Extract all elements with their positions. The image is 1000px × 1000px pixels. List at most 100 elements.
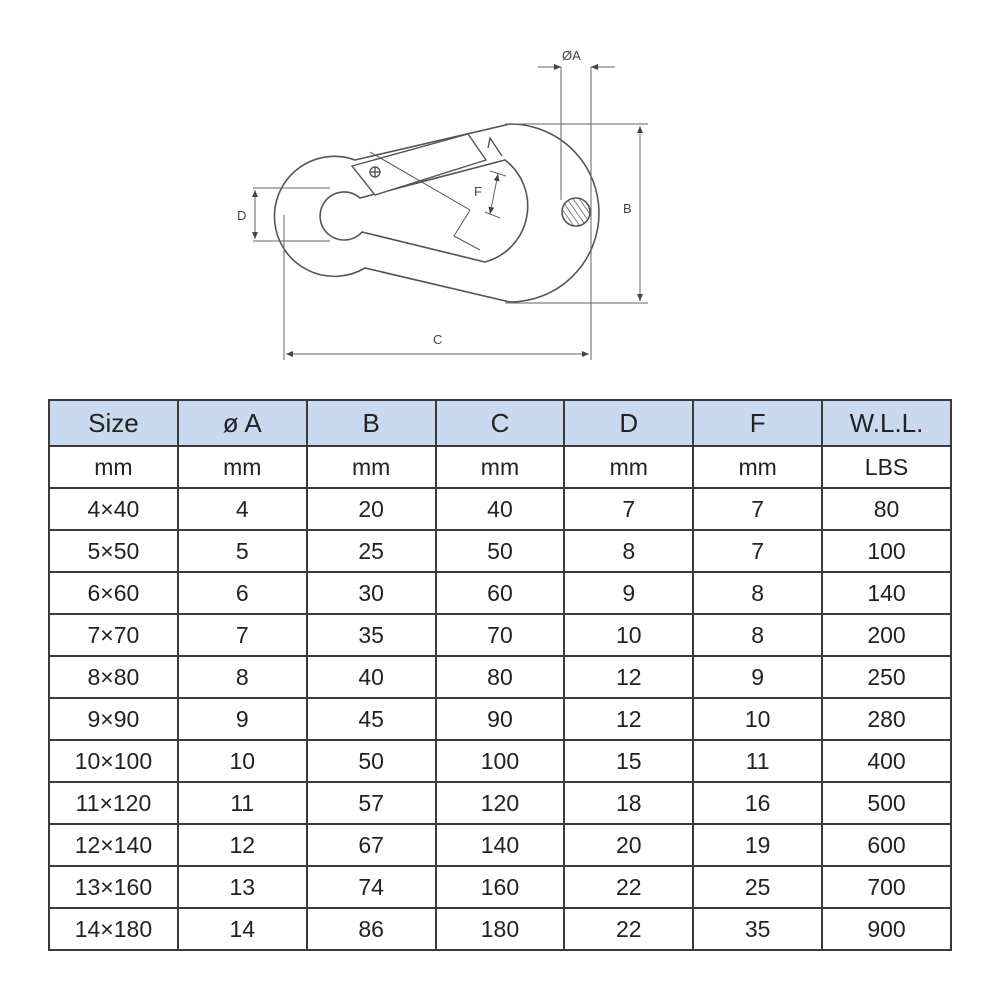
table-row: 7×70 7 35 70 10 8 200 (48, 613, 952, 657)
table-cell: 12 (563, 697, 695, 741)
table-cell: 30 (305, 571, 437, 615)
table-cell: 11×120 (48, 781, 179, 825)
label-b: B (623, 201, 632, 216)
table-cell: 7 (176, 613, 308, 657)
table-cell: 9 (563, 571, 695, 615)
label-f: F (474, 184, 482, 199)
unit-cell: mm (176, 445, 308, 489)
table-cell: 9 (692, 655, 824, 699)
table-cell: 160 (434, 865, 566, 909)
table-cell: 67 (305, 823, 437, 867)
table-cell: 11 (692, 739, 824, 783)
table-cell: 8 (692, 613, 824, 657)
header-row: Size ø A B C D F W.L.L. (48, 399, 952, 447)
dimension-lines (252, 64, 648, 360)
table-cell: 280 (821, 697, 952, 741)
table-cell: 120 (434, 781, 566, 825)
table-cell: 80 (434, 655, 566, 699)
table-row: 4×40 4 20 40 7 7 80 (48, 487, 952, 531)
table-cell: 25 (692, 865, 824, 909)
table-cell: 15 (563, 739, 695, 783)
table-cell: 100 (821, 529, 952, 573)
specification-table: Size ø A B C D F W.L.L. mm mm mm mm mm mm LBS 4×40 4 2… (48, 399, 952, 951)
column-header: W.L.L. (821, 399, 952, 447)
table-cell: 50 (434, 529, 566, 573)
table-cell: 250 (821, 655, 952, 699)
table-cell: 10×100 (48, 739, 179, 783)
table-cell: 16 (692, 781, 824, 825)
unit-cell: LBS (821, 445, 952, 489)
table-cell: 18 (563, 781, 695, 825)
table-cell: 900 (821, 907, 952, 951)
table-cell: 57 (305, 781, 437, 825)
column-header: F (692, 399, 824, 447)
table-cell: 4 (176, 487, 308, 531)
table-cell: 6×60 (48, 571, 179, 615)
column-header: C (434, 399, 566, 447)
table-row: 8×80 8 40 80 12 9 250 (48, 655, 952, 699)
table-cell: 7 (692, 487, 824, 531)
carabiner-outline (273, 123, 600, 303)
table-cell: 10 (692, 697, 824, 741)
table-cell: 14×180 (48, 907, 179, 951)
table-cell: 12×140 (48, 823, 179, 867)
label-d: D (237, 208, 246, 223)
table-cell: 35 (305, 613, 437, 657)
table-cell: 11 (176, 781, 308, 825)
table-row: 6×60 6 30 60 9 8 140 (48, 571, 952, 615)
table-cell: 140 (821, 571, 952, 615)
column-header: Size (48, 399, 179, 447)
table-cell: 100 (434, 739, 566, 783)
table-cell: 8×80 (48, 655, 179, 699)
table-cell: 50 (305, 739, 437, 783)
table-row: 11×120 11 57 120 18 16 500 (48, 781, 952, 825)
table-cell: 86 (305, 907, 437, 951)
table-row: 12×140 12 67 140 20 19 600 (48, 823, 952, 867)
column-header: B (305, 399, 437, 447)
table-cell: 10 (176, 739, 308, 783)
table-cell: 4×40 (48, 487, 179, 531)
label-c: C (433, 332, 442, 347)
label-a: ØA (562, 48, 581, 63)
table-cell: 6 (176, 571, 308, 615)
table-cell: 7 (692, 529, 824, 573)
table-row: 5×50 5 25 50 8 7 100 (48, 529, 952, 573)
table-cell: 19 (692, 823, 824, 867)
wire-cross-section (561, 197, 591, 227)
table-cell: 5 (176, 529, 308, 573)
table-cell: 140 (434, 823, 566, 867)
column-header: ø A (176, 399, 308, 447)
table-cell: 74 (305, 865, 437, 909)
unit-cell: mm (305, 445, 437, 489)
table-cell: 80 (821, 487, 952, 531)
table-cell: 9 (176, 697, 308, 741)
table-cell: 12 (176, 823, 308, 867)
units-row: mm mm mm mm mm mm LBS (48, 445, 952, 489)
table-cell: 9×90 (48, 697, 179, 741)
table-cell: 8 (176, 655, 308, 699)
table-cell: 90 (434, 697, 566, 741)
carabiner-gate (350, 133, 503, 251)
unit-cell: mm (563, 445, 695, 489)
table-cell: 400 (821, 739, 952, 783)
table-cell: 200 (821, 613, 952, 657)
table-cell: 45 (305, 697, 437, 741)
table-cell: 22 (563, 865, 695, 909)
table-row: 13×160 13 74 160 22 25 700 (48, 865, 952, 909)
table-row: 10×100 10 50 100 15 11 400 (48, 739, 952, 783)
unit-cell: mm (48, 445, 179, 489)
table-cell: 10 (563, 613, 695, 657)
table-cell: 14 (176, 907, 308, 951)
table-cell: 8 (563, 529, 695, 573)
table-row: 9×90 9 45 90 12 10 280 (48, 697, 952, 741)
table-cell: 600 (821, 823, 952, 867)
table-row: 14×180 14 86 180 22 35 900 (48, 907, 952, 951)
table-cell: 25 (305, 529, 437, 573)
table-cell: 13 (176, 865, 308, 909)
table-cell: 60 (434, 571, 566, 615)
unit-cell: mm (692, 445, 824, 489)
table-cell: 7 (563, 487, 695, 531)
table-cell: 500 (821, 781, 952, 825)
table-cell: 700 (821, 865, 952, 909)
table-cell: 7×70 (48, 613, 179, 657)
